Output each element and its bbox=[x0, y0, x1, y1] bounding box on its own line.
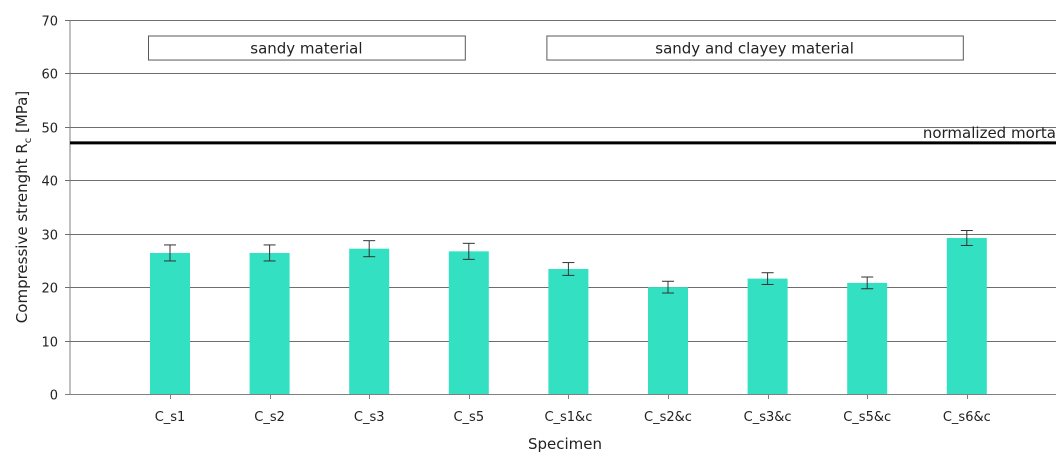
y-tick-label: 70 bbox=[41, 15, 58, 30]
gridlines bbox=[65, 20, 1056, 395]
group-label-box bbox=[148, 35, 466, 61]
group-label-boxes: sandy material sandy and clayey material bbox=[148, 35, 964, 61]
bar bbox=[448, 251, 489, 394]
y-axis-title-main: Compressive strenght R bbox=[13, 143, 31, 323]
x-tick-label: C_s5 bbox=[453, 410, 484, 425]
bar bbox=[249, 252, 290, 394]
x-tick-label: C_s5&c bbox=[843, 410, 891, 425]
x-axis-title: Specimen bbox=[528, 435, 602, 453]
y-axis-title-unit: [MPa] bbox=[13, 91, 31, 138]
y-axis-ticks: 0 10 20 30 40 50 60 70 bbox=[41, 15, 58, 404]
bars bbox=[150, 237, 987, 394]
x-tick-label: C_s6&c bbox=[943, 410, 991, 425]
bar bbox=[648, 287, 688, 394]
y-tick-label: 10 bbox=[41, 336, 58, 351]
x-tick-label: C_s3&c bbox=[744, 410, 792, 425]
y-tick-label: 50 bbox=[41, 122, 58, 137]
x-tick-label: C_s2&c bbox=[644, 410, 692, 425]
group-label: sandy material bbox=[250, 40, 362, 58]
bar bbox=[747, 278, 788, 394]
y-axis-title: Compressive strenght Rc [MPa] bbox=[13, 91, 34, 323]
reference-line-label: normalized morta bbox=[923, 124, 1056, 142]
bar bbox=[548, 268, 589, 394]
bar bbox=[349, 248, 390, 394]
x-tick-label: C_s3 bbox=[354, 410, 385, 425]
group-label-box bbox=[546, 35, 964, 61]
x-tick-label: C_s2 bbox=[254, 410, 285, 425]
x-axis-ticks: C_s1 C_s2 C_s3 C_s5 C_s1&c C_s2&c C_s3&c C_s5&c… bbox=[155, 394, 991, 425]
error-bars bbox=[164, 230, 973, 294]
group-label: sandy and clayey material bbox=[655, 40, 854, 58]
y-tick-label: 40 bbox=[41, 175, 58, 190]
y-tick-label: 0 bbox=[50, 389, 58, 404]
reference-line-group: normalized morta bbox=[70, 124, 1056, 145]
x-tick-label: C_s1&c bbox=[544, 410, 592, 425]
y-tick-label: 30 bbox=[41, 229, 58, 244]
bar bbox=[946, 237, 987, 394]
bar bbox=[847, 282, 888, 394]
bar bbox=[150, 252, 190, 394]
y-axis-title-subscript: c bbox=[23, 138, 34, 144]
y-tick-label: 20 bbox=[41, 282, 58, 297]
x-tick-label: C_s1 bbox=[155, 410, 186, 425]
y-tick-label: 60 bbox=[41, 68, 58, 83]
